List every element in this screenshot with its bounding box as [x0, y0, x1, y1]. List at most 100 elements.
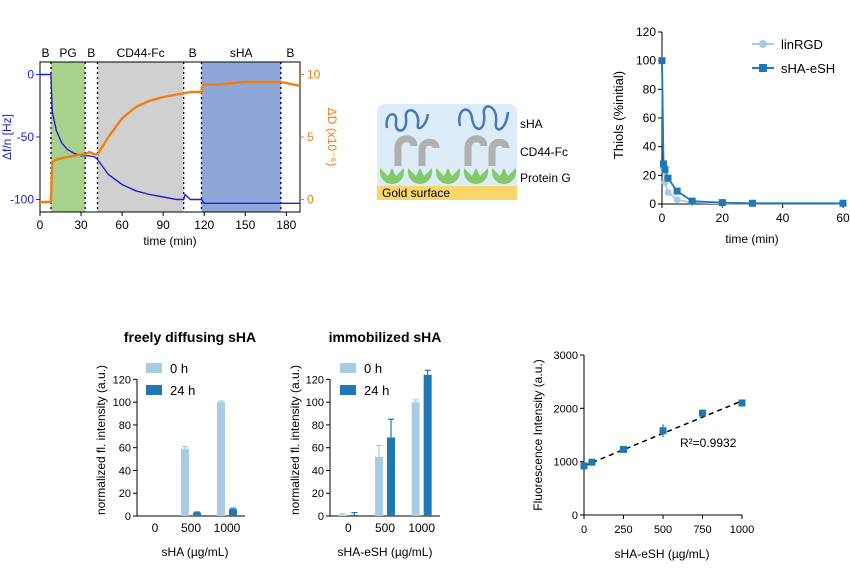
legend-label: linRGD [781, 37, 823, 52]
panel-title: immobilized sHA [329, 329, 442, 345]
y-tick-label: 1000 [554, 457, 578, 469]
x-tick-label: 0 [152, 521, 159, 535]
data-point [660, 160, 668, 168]
legend-swatch [340, 385, 356, 395]
legend-label: 0 h [364, 361, 382, 376]
cd44-shape [394, 135, 418, 166]
protein-g-label: Protein G [520, 171, 571, 185]
bar [423, 374, 432, 516]
y-tick-label-right: 10 [307, 68, 321, 82]
x-tick-label: 0 [659, 211, 666, 225]
protein-g-shape [464, 168, 488, 184]
phase-label: sHA [230, 46, 253, 60]
y-tick-label: 0 [572, 510, 578, 522]
phase-label: CD44-Fc [117, 46, 165, 60]
y-axis-label-right: ΔD (x10⁻⁶) [325, 108, 339, 167]
surface-schematic: Gold surface sHA CD44-Fc Protein G [377, 104, 571, 200]
y-axis-label: Fluorescence Intensity (a.u.) [531, 359, 545, 510]
x-axis-label: sHA (µg/mL) [162, 545, 229, 559]
cd44-shape [418, 138, 440, 166]
cd44-shape [464, 135, 488, 166]
axes: 0 1000 2000 3000 0 250 500 750 1000 [554, 350, 755, 536]
protein-g-shape [380, 168, 404, 184]
legend-label: 24 h [364, 383, 389, 398]
y-tick-label: 0 [649, 197, 656, 211]
y-tick-label: 120 [113, 374, 131, 386]
gold-surface-label: Gold surface [382, 186, 450, 200]
y-axis-label: Thiols (%initial) [611, 71, 626, 159]
x-tick-label: 90 [156, 218, 170, 232]
protein-g-shape [408, 168, 432, 184]
freely-diffusing-panel: freely diffusing sHA 0 20 40 60 80 100 120 0 500… [94, 329, 256, 559]
x-tick-label: 500 [654, 524, 672, 536]
y-tick-label: 60 [312, 443, 324, 455]
x-tick-label: 30 [74, 218, 88, 232]
data-points [580, 399, 746, 470]
bars [338, 369, 432, 516]
x-tick-label: 60 [836, 211, 850, 225]
axes: 0 20 40 60 80 100 120 0 500 1000 [113, 374, 245, 535]
x-tick-label: 1000 [408, 521, 435, 535]
bar [181, 448, 189, 516]
y-tick-label: 20 [643, 168, 657, 182]
series-line [661, 60, 843, 205]
y-tick-label-left: 0 [27, 68, 34, 82]
y-tick-label: 20 [312, 488, 324, 500]
legend-label: 24 h [170, 383, 195, 398]
legend-marker [759, 64, 767, 72]
data-point [658, 57, 666, 65]
x-axis-label: sHA-eSH (µg/mL) [615, 547, 710, 561]
legend: 0 h 24 h [340, 361, 389, 398]
y-tick-label-right: 5 [307, 130, 314, 144]
y-tick-label: 80 [312, 420, 324, 432]
phase-label: B [286, 46, 294, 60]
x-tick-label: 20 [716, 211, 730, 225]
bar [387, 437, 395, 516]
data-point [749, 199, 756, 207]
y-tick-label: 3000 [554, 350, 578, 362]
legend-swatch [340, 363, 356, 373]
y-tick-label: 100 [306, 397, 324, 409]
cd44-label: CD44-Fc [520, 145, 568, 159]
frequency-trace [40, 73, 300, 204]
phase-region [50, 62, 86, 212]
r-squared-annotation: R²=0.9932 [680, 436, 737, 450]
x-tick-label: 500 [181, 521, 201, 535]
y-tick-label: 0 [318, 511, 324, 523]
phase-label: B [189, 46, 197, 60]
x-tick-label: 0 [345, 521, 352, 535]
y-tick-label: 60 [643, 111, 657, 125]
y-tick-label: 0 [125, 511, 131, 523]
gold-surface-bar [377, 186, 517, 200]
data-point [839, 199, 847, 207]
x-tick-label: 180 [276, 218, 296, 232]
data-point [688, 197, 696, 205]
data-point [659, 427, 667, 435]
data-point [620, 445, 627, 453]
x-tick-label: 40 [776, 211, 790, 225]
x-tick-label: 1000 [730, 524, 754, 536]
y-tick-label: 40 [119, 465, 131, 477]
y-tick-label: 20 [119, 488, 131, 500]
legend: linRGD sHA-eSH [752, 37, 835, 76]
legend-label: sHA-eSH [781, 61, 835, 76]
legend-marker [759, 40, 767, 48]
data-point [699, 409, 706, 417]
x-tick-label: 0 [581, 524, 587, 536]
y-tick-label-left: -100 [10, 193, 34, 207]
calibration-panel: 0 1000 2000 3000 0 250 500 750 1000 R²=0.9932 sH… [531, 350, 754, 561]
cd44-shape [488, 138, 510, 166]
phase-region [201, 62, 281, 212]
bar [411, 402, 420, 516]
bar [375, 456, 383, 516]
bar [193, 512, 201, 516]
y-tick-label: 60 [119, 443, 131, 455]
x-tick-label: 500 [375, 521, 395, 535]
data-point [738, 399, 746, 407]
data-point [718, 199, 726, 207]
legend: 0 h 24 h [146, 361, 195, 398]
data-point [580, 462, 588, 470]
